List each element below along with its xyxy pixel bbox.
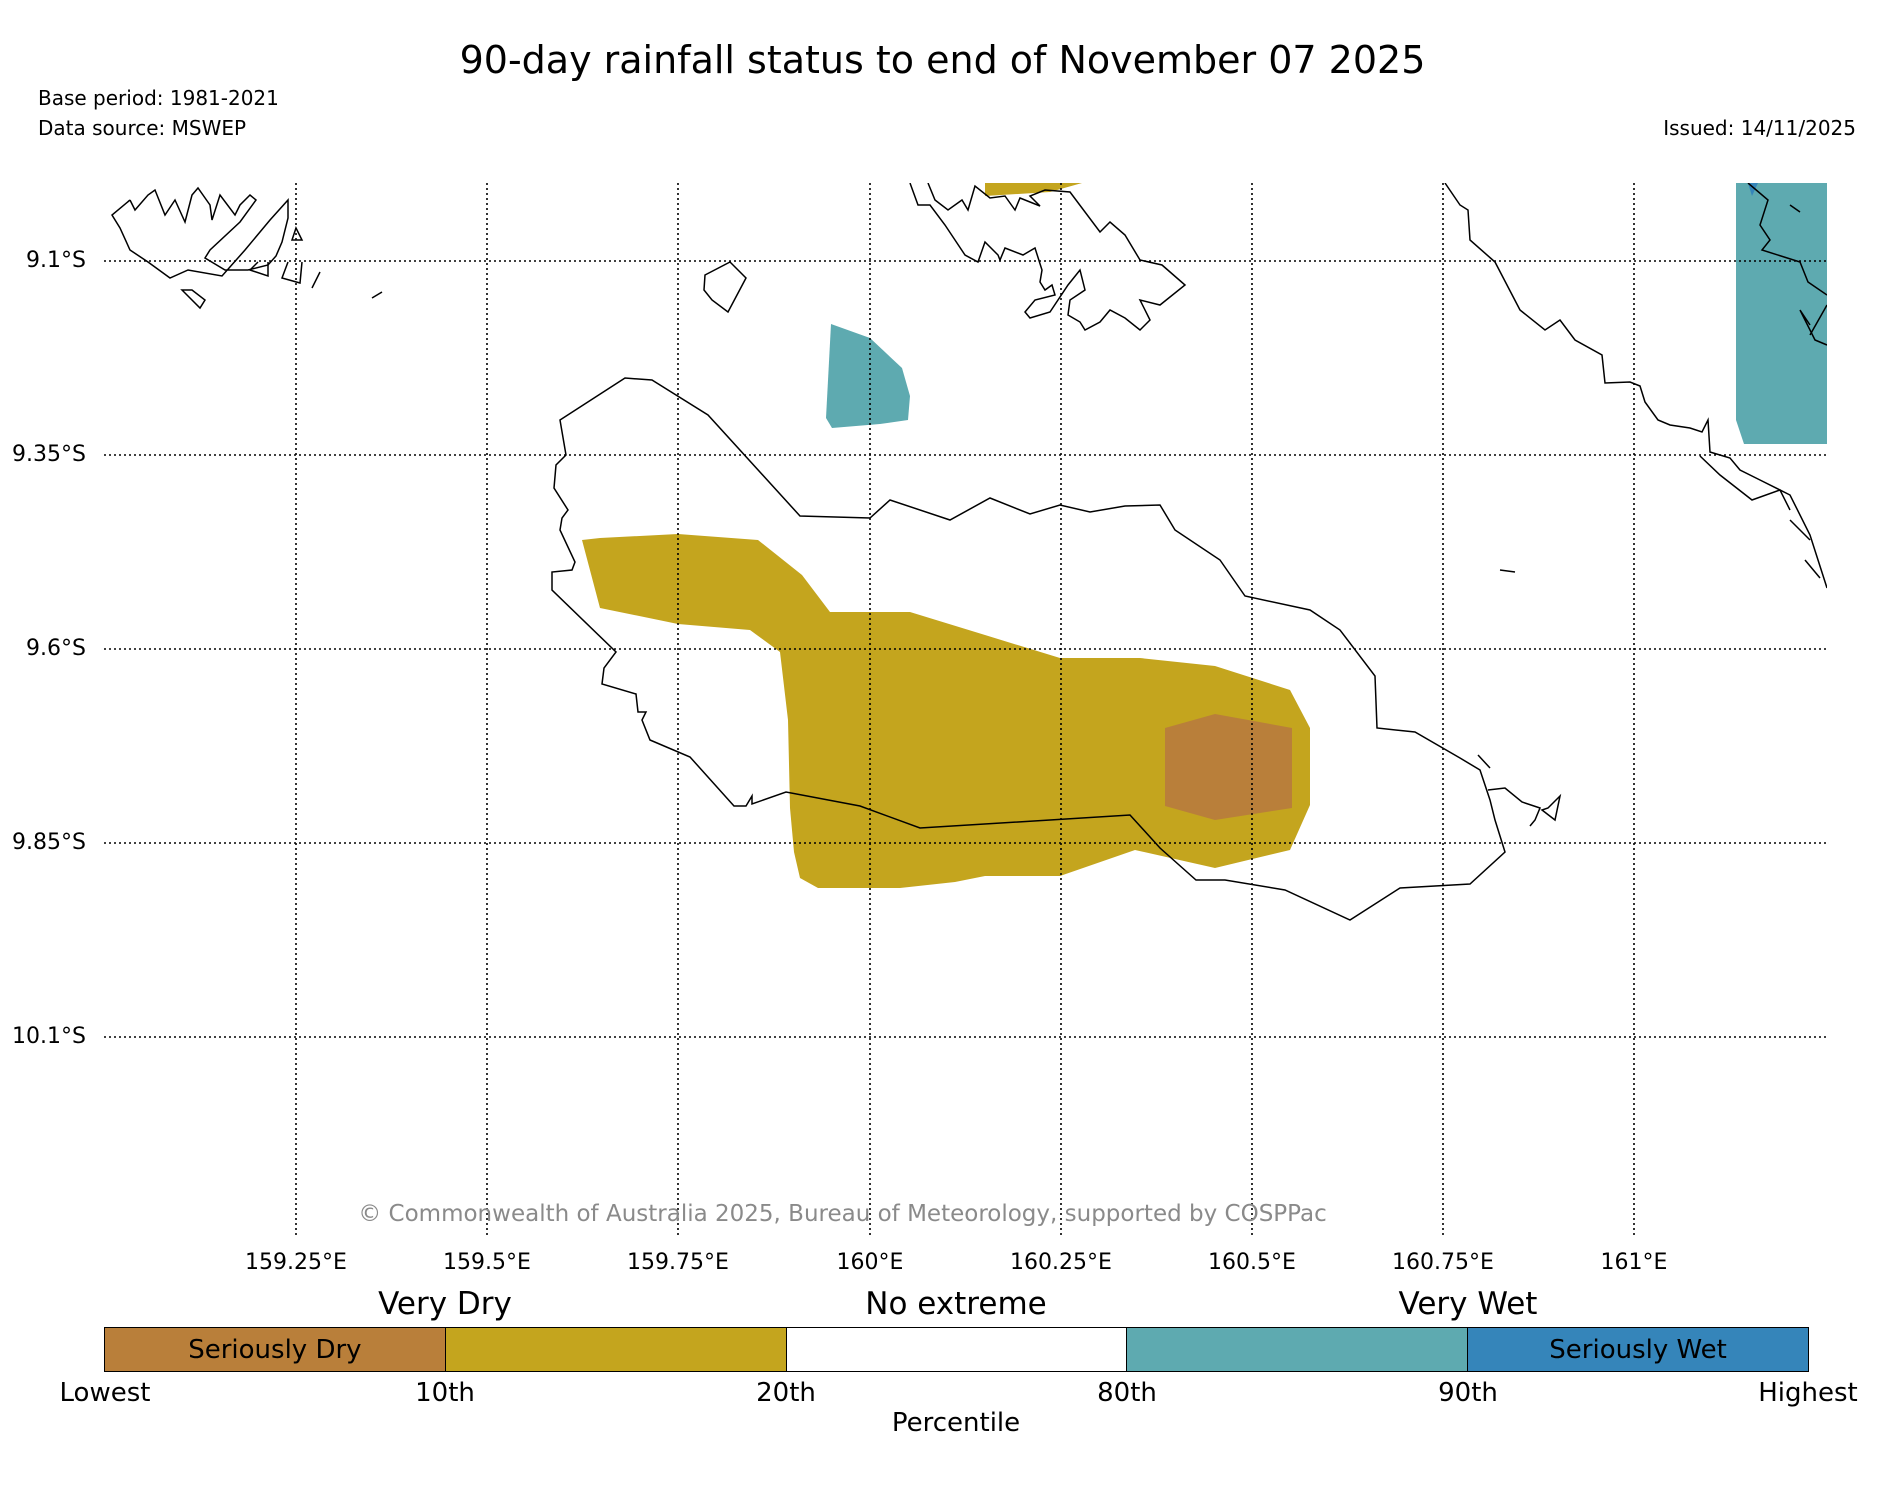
legend-segment-seriously-wet: Seriously Wet	[1468, 1328, 1808, 1371]
lon-label: 159.5°E	[443, 1250, 531, 1275]
data-source: Data source: MSWEP	[38, 116, 247, 140]
nggela-islands	[909, 183, 1187, 332]
guadalcanal-coast	[551, 377, 1506, 921]
lat-label: 9.1°S	[26, 248, 86, 273]
lon-label: 160.5°E	[1208, 1250, 1296, 1275]
lat-label: 9.85°S	[12, 830, 86, 855]
legend-segment-label: Seriously Wet	[1549, 1334, 1727, 1365]
legend-category-no-extreme: No extreme	[865, 1286, 1047, 1322]
gridlines	[104, 183, 1827, 1238]
lat-label: 10.1°S	[12, 1024, 86, 1049]
coastlines	[111, 183, 1827, 921]
legend-category-very-dry: Very Dry	[378, 1286, 512, 1322]
copyright-notice: © Commonwealth of Australia 2025, Bureau…	[358, 1201, 1327, 1227]
seriously-dry-area	[1165, 714, 1292, 820]
percentile-label: 90th	[1438, 1378, 1498, 1408]
legend-segment-very-dry	[445, 1328, 787, 1371]
very-dry-area-north	[985, 183, 1082, 196]
russell-islands	[111, 186, 289, 279]
very-wet-area-west	[826, 324, 910, 428]
legend-segment-seriously-dry: Seriously Dry	[105, 1328, 446, 1371]
lon-label: 160.75°E	[1392, 1250, 1494, 1275]
legend-category-very-wet: Very Wet	[1398, 1286, 1538, 1322]
lon-label: 159.75°E	[627, 1250, 729, 1275]
percentile-label: Lowest	[59, 1378, 151, 1408]
percentile-axis-label: Percentile	[891, 1408, 1021, 1438]
lon-label: 161°E	[1600, 1250, 1668, 1275]
very-wet-area-east	[1736, 183, 1827, 444]
lat-label: 9.35°S	[12, 442, 86, 467]
savo-island	[703, 261, 747, 314]
lon-label: 159.25°E	[245, 1250, 347, 1275]
base-period: Base period: 1981-2021	[38, 86, 279, 110]
percentile-label: 10th	[415, 1378, 475, 1408]
lat-label: 9.6°S	[26, 636, 86, 661]
legend-segment-no-extreme	[786, 1328, 1128, 1371]
percentile-label: 20th	[756, 1378, 816, 1408]
percentile-label: Highest	[1758, 1378, 1858, 1408]
legend-segment-label: Seriously Dry	[188, 1334, 362, 1365]
legend-colorbar: Seriously Dry Seriously Wet	[104, 1327, 1809, 1372]
lon-label: 160.25°E	[1010, 1250, 1112, 1275]
very-dry-area	[582, 534, 1310, 888]
percentile-label: 80th	[1097, 1378, 1157, 1408]
lon-label: 160°E	[836, 1250, 904, 1275]
seriously-wet-area	[1748, 183, 1758, 196]
legend-segment-very-wet	[1127, 1328, 1469, 1371]
issued-date: Issued: 14/11/2025	[1663, 116, 1856, 140]
map-title: 90-day rainfall status to end of Novembe…	[459, 38, 1426, 82]
